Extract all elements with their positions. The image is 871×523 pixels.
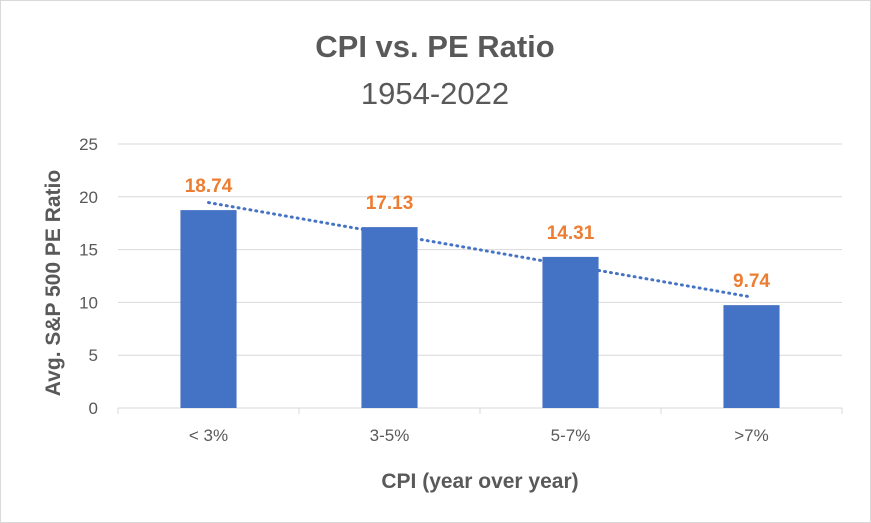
x-tick-label: 3-5% [370, 426, 410, 445]
x-axis-ticks: < 3% 3-5% 5-7% >7% [189, 426, 769, 445]
data-label: 14.31 [547, 223, 595, 244]
y-axis-title: Avg. S&P 500 PE Ratio [42, 170, 65, 396]
bar [542, 256, 599, 408]
gridlines [117, 143, 843, 414]
chart-subtitle: 1954-2022 [361, 76, 509, 111]
trendline [207, 201, 753, 299]
x-tick-label: < 3% [189, 426, 228, 445]
bars [180, 210, 780, 408]
y-tick-label: 5 [89, 346, 98, 365]
y-tick-label: 10 [79, 293, 98, 312]
y-axis-ticks: 0 5 10 15 20 25 [79, 135, 98, 418]
x-tick-label: 5-7% [551, 426, 591, 445]
y-tick-label: 15 [79, 241, 98, 260]
data-label: 9.74 [733, 271, 770, 292]
x-tick-label: >7% [734, 426, 769, 445]
data-label: 17.13 [366, 193, 414, 214]
chart-title: CPI vs. PE Ratio [315, 29, 554, 64]
bar [723, 305, 780, 408]
data-label: 18.74 [185, 176, 233, 197]
y-tick-label: 25 [79, 135, 98, 154]
trendline-line [207, 201, 753, 299]
y-tick-label: 0 [89, 399, 98, 418]
bar [361, 227, 418, 408]
y-tick-label: 20 [79, 188, 98, 207]
x-axis-title: CPI (year over year) [381, 470, 578, 493]
data-labels: 18.74 17.13 14.31 9.74 [185, 176, 771, 292]
bar [180, 210, 237, 408]
